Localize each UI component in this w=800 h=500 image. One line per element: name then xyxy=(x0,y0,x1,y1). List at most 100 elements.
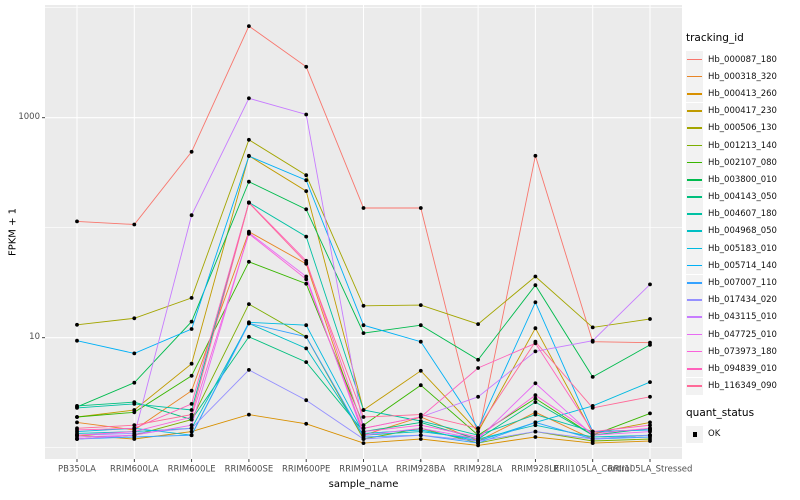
legend-entry-label: Hb_000087_180 xyxy=(708,54,777,65)
legend-entry: Hb_000417_230 xyxy=(686,102,798,120)
legend-key-line xyxy=(687,230,702,233)
data-point xyxy=(247,412,251,417)
legend-key-swatch xyxy=(686,222,703,240)
data-point xyxy=(590,437,595,441)
data-point xyxy=(648,423,652,428)
data-point xyxy=(189,408,194,412)
legend-key-swatch xyxy=(686,377,703,395)
data-point xyxy=(361,441,366,445)
data-point xyxy=(189,361,194,366)
data-point xyxy=(418,426,423,431)
data-point xyxy=(132,410,137,415)
data-point xyxy=(304,281,309,286)
data-point xyxy=(247,137,251,142)
legend-entry: Hb_073973_180 xyxy=(686,343,798,361)
data-point xyxy=(533,339,538,344)
x-tick-label: RRIM928LA xyxy=(454,465,503,475)
y-tick-label-1000: 1000 xyxy=(18,112,40,122)
data-point xyxy=(418,368,423,373)
data-point xyxy=(132,222,137,227)
legend-entry-label: Hb_094839_010 xyxy=(708,363,777,374)
data-point xyxy=(590,406,595,410)
legend-entry: Hb_000413_260 xyxy=(686,85,798,103)
legend-key-line xyxy=(687,264,702,267)
data-point xyxy=(304,421,309,426)
data-point xyxy=(476,426,480,431)
data-point xyxy=(648,343,652,347)
data-point xyxy=(75,322,79,327)
legend-entry-label: Hb_043115_010 xyxy=(708,312,777,323)
legend-key-line xyxy=(687,333,702,336)
legend-key-line xyxy=(687,299,702,301)
legend-key-line xyxy=(687,196,702,198)
data-point xyxy=(304,334,309,339)
legend-entry: Hb_005183_010 xyxy=(686,240,798,258)
legend-key-line xyxy=(687,213,702,215)
legend-key-line xyxy=(687,247,702,250)
legend-key-line xyxy=(687,75,702,78)
data-point xyxy=(590,429,595,434)
data-point xyxy=(361,437,366,441)
data-point xyxy=(304,260,309,265)
legend-key-line xyxy=(687,58,702,61)
legend-title-tracking-id: tracking_id xyxy=(686,32,744,44)
data-point xyxy=(361,426,366,431)
legend-entry-label: Hb_001213_140 xyxy=(708,140,777,151)
legend-key-swatch xyxy=(686,188,703,206)
legend-key-swatch xyxy=(686,291,703,309)
x-tick-label: RRIM600PE xyxy=(282,465,330,475)
data-point xyxy=(132,380,137,385)
data-point xyxy=(75,420,79,425)
legend-entry: Hb_004143_050 xyxy=(686,188,798,206)
data-point xyxy=(247,321,251,326)
legend-key-line xyxy=(687,127,702,129)
data-point xyxy=(189,213,194,218)
data-point xyxy=(247,179,251,184)
legend-entry-label: OK xyxy=(708,429,721,440)
data-point xyxy=(75,338,79,343)
data-point xyxy=(304,398,309,403)
x-tick-label: RRIM600LE xyxy=(168,465,216,475)
legend-key-line xyxy=(687,110,702,112)
quant-status-key xyxy=(686,425,703,443)
legend-key-swatch xyxy=(686,102,703,120)
legend-entry: Hb_017434_020 xyxy=(686,291,798,309)
legend-entry: Hb_004968_050 xyxy=(686,222,798,240)
data-point xyxy=(361,206,366,210)
data-point xyxy=(648,380,652,384)
data-point xyxy=(533,153,538,158)
data-point xyxy=(533,420,538,425)
data-point xyxy=(648,426,652,431)
data-point xyxy=(476,322,480,326)
data-point xyxy=(304,274,309,279)
data-point xyxy=(648,394,652,399)
data-point xyxy=(476,429,480,434)
data-point xyxy=(304,323,309,328)
data-point xyxy=(304,173,309,178)
legend-key-swatch xyxy=(686,119,703,137)
legend: tracking_id Hb_000087_180 Hb_000318_320 Hb… xyxy=(686,32,798,443)
data-point xyxy=(132,426,137,431)
data-point xyxy=(247,259,251,264)
data-point xyxy=(75,406,79,410)
legend-entry-label: Hb_004968_050 xyxy=(708,226,777,237)
x-tick-label: PB350LA xyxy=(58,465,96,475)
data-point xyxy=(533,300,538,305)
data-point xyxy=(189,433,194,438)
legend-entry-label: Hb_003800_010 xyxy=(708,174,777,185)
data-point xyxy=(418,433,423,438)
data-point xyxy=(418,383,423,388)
data-point xyxy=(247,302,251,306)
data-point xyxy=(648,317,652,321)
x-tick-label: RRIM928BA xyxy=(396,465,446,475)
legend-key-line xyxy=(687,144,702,147)
legend-entry-label: Hb_047725_010 xyxy=(708,329,777,340)
data-point xyxy=(533,435,538,439)
data-point xyxy=(247,96,251,101)
data-point xyxy=(476,435,480,439)
data-point xyxy=(304,189,309,194)
data-point xyxy=(132,402,137,406)
legend-entry-label: Hb_007007_110 xyxy=(708,278,777,289)
data-point xyxy=(189,417,194,422)
data-point xyxy=(533,412,538,417)
